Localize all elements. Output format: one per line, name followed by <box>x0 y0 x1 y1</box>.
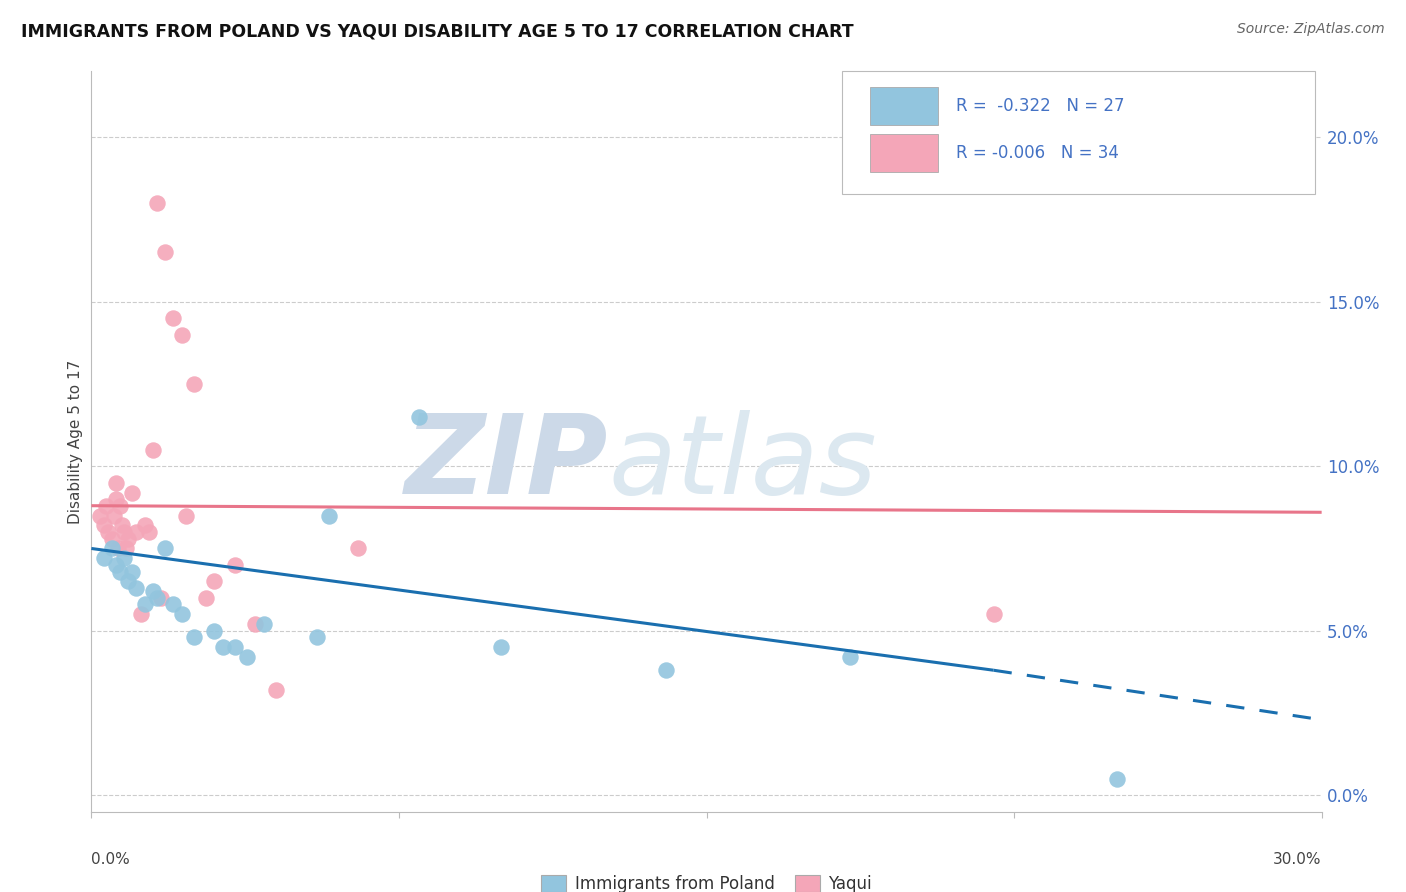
Text: ZIP: ZIP <box>405 410 607 517</box>
Immigrants from Poland <box>142 584 165 599</box>
Yaqui <box>150 591 173 605</box>
Yaqui <box>202 574 225 589</box>
Immigrants from Poland <box>112 551 135 566</box>
Text: Source: ZipAtlas.com: Source: ZipAtlas.com <box>1237 22 1385 37</box>
Yaqui <box>142 442 165 457</box>
Immigrants from Poland <box>236 650 259 665</box>
Immigrants from Poland <box>101 541 124 556</box>
Immigrants from Poland <box>839 650 862 665</box>
Yaqui <box>112 524 135 539</box>
Yaqui <box>111 518 134 533</box>
Immigrants from Poland <box>162 598 184 612</box>
Immigrants from Poland <box>654 663 676 677</box>
Yaqui <box>105 492 127 507</box>
Yaqui <box>134 518 156 533</box>
Yaqui <box>347 541 370 556</box>
Text: R = -0.006   N = 34: R = -0.006 N = 34 <box>956 144 1119 161</box>
Immigrants from Poland <box>108 565 131 579</box>
Yaqui <box>138 524 160 539</box>
Immigrants from Poland <box>224 640 246 655</box>
Yaqui <box>153 245 177 260</box>
Immigrants from Poland <box>253 617 276 632</box>
Yaqui <box>108 499 131 513</box>
Yaqui <box>89 508 111 523</box>
Text: 30.0%: 30.0% <box>1274 853 1322 867</box>
FancyBboxPatch shape <box>870 87 938 126</box>
Text: R =  -0.322   N = 27: R = -0.322 N = 27 <box>956 97 1125 115</box>
Yaqui <box>93 518 115 533</box>
Yaqui <box>264 683 287 698</box>
Yaqui <box>245 617 267 632</box>
Yaqui <box>983 607 1005 622</box>
Yaqui <box>94 499 117 513</box>
Immigrants from Poland <box>93 551 115 566</box>
Immigrants from Poland <box>183 630 205 644</box>
Yaqui <box>117 532 139 546</box>
Immigrants from Poland <box>211 640 233 655</box>
Text: atlas: atlas <box>607 410 877 517</box>
Immigrants from Poland <box>134 598 156 612</box>
Yaqui <box>183 376 205 391</box>
Yaqui <box>105 475 127 490</box>
Immigrants from Poland <box>121 565 143 579</box>
Yaqui <box>115 541 138 556</box>
FancyBboxPatch shape <box>842 71 1316 194</box>
Yaqui <box>195 591 218 605</box>
Yaqui <box>121 485 143 500</box>
Y-axis label: Disability Age 5 to 17: Disability Age 5 to 17 <box>67 359 83 524</box>
Yaqui <box>101 532 124 546</box>
Yaqui <box>170 327 193 342</box>
Yaqui <box>146 196 169 211</box>
Immigrants from Poland <box>305 630 328 644</box>
Yaqui <box>224 558 246 572</box>
Yaqui <box>107 541 129 556</box>
Text: IMMIGRANTS FROM POLAND VS YAQUI DISABILITY AGE 5 TO 17 CORRELATION CHART: IMMIGRANTS FROM POLAND VS YAQUI DISABILI… <box>21 22 853 40</box>
Immigrants from Poland <box>202 624 225 638</box>
Immigrants from Poland <box>1105 772 1128 786</box>
Yaqui <box>174 508 197 523</box>
Immigrants from Poland <box>318 508 340 523</box>
Yaqui <box>129 607 152 622</box>
Immigrants from Poland <box>408 409 430 424</box>
Yaqui <box>162 311 184 326</box>
Immigrants from Poland <box>170 607 193 622</box>
Legend: Immigrants from Poland, Yaqui: Immigrants from Poland, Yaqui <box>534 868 879 892</box>
Yaqui <box>125 524 148 539</box>
Text: 0.0%: 0.0% <box>91 853 131 867</box>
Yaqui <box>97 524 120 539</box>
Yaqui <box>103 508 125 523</box>
FancyBboxPatch shape <box>870 134 938 172</box>
Immigrants from Poland <box>117 574 139 589</box>
Immigrants from Poland <box>491 640 513 655</box>
Immigrants from Poland <box>146 591 169 605</box>
Immigrants from Poland <box>153 541 177 556</box>
Immigrants from Poland <box>105 558 127 572</box>
Immigrants from Poland <box>125 581 148 595</box>
